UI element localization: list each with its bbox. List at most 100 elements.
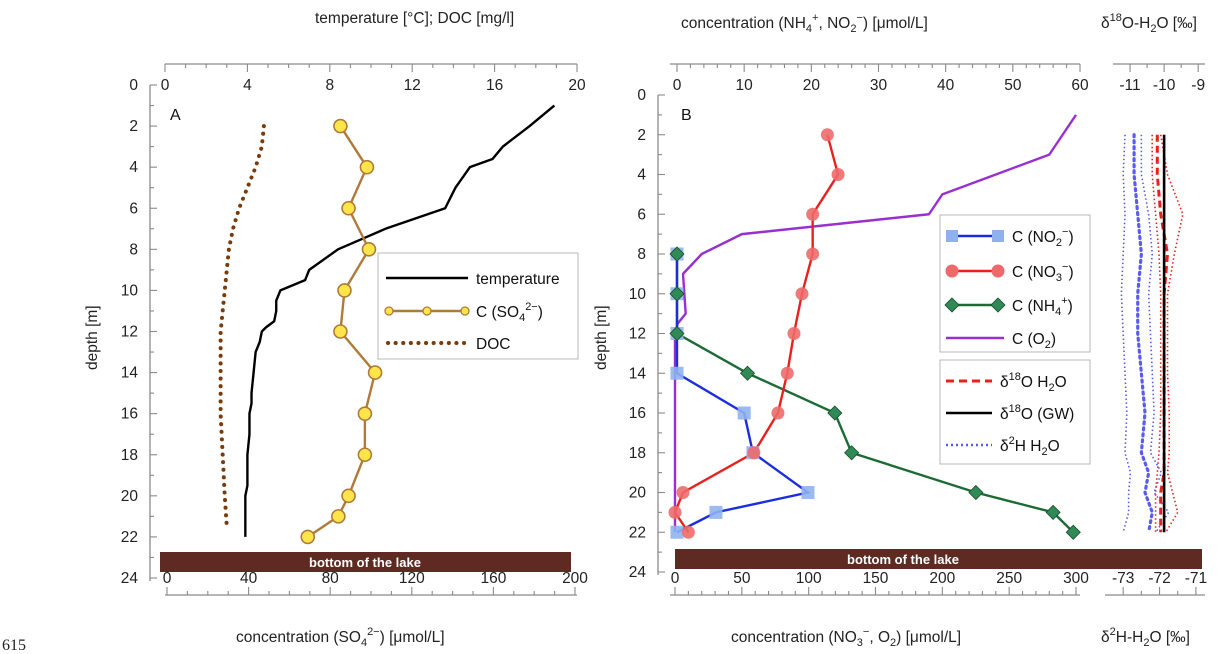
panel-b-top-axis-label: concentration (NH4+, NO2−) [μmol/L] <box>681 12 928 35</box>
nh4-point <box>669 286 685 302</box>
legend-d18o-gw-label: δ18O (GW) <box>1000 403 1074 423</box>
o2-line <box>673 114 1077 533</box>
no3-point <box>787 327 801 340</box>
isotope-bottom-tick-label: -73 <box>1112 570 1134 587</box>
panel-b-bottom-tick-label: 150 <box>863 570 889 587</box>
isotope-top-tick-label: -11 <box>1119 77 1140 94</box>
nh4-point <box>669 325 685 342</box>
nh4-point <box>844 445 860 461</box>
panel-a-bottom-tick-label: 200 <box>562 570 588 587</box>
panel-a-depth-tick-label: 2 <box>129 118 138 135</box>
isotope-bottom-axis-label: δ2H-H2O [‰] <box>1101 626 1190 649</box>
no3-point <box>806 247 820 261</box>
panel-a-bottom-tick-label: 160 <box>480 570 506 587</box>
panel-b-depth-tick-label: 6 <box>637 206 646 223</box>
panel-b-bottom-tick-label: 0 <box>671 570 680 587</box>
so4-point <box>359 159 375 175</box>
legend-so4-marker <box>384 306 394 316</box>
panel-a-top-tick-label: 8 <box>325 77 334 94</box>
panel-a-top-tick-label: 12 <box>404 77 421 94</box>
no3-point <box>676 486 690 499</box>
isotope-series <box>1120 133 1184 534</box>
legend-no2-marker <box>992 230 1004 242</box>
d2h-lower-line <box>1120 134 1132 533</box>
panel-a-depth-tick-label: 6 <box>129 200 138 217</box>
panel-b-depth-tick-label: 10 <box>629 286 647 303</box>
isotope-top-ticks: -11 -10 -9 <box>1119 64 1205 94</box>
no3-point <box>820 128 834 142</box>
nh4-point <box>1065 524 1081 540</box>
legend-no2-marker <box>946 230 958 242</box>
so4-point <box>367 365 383 380</box>
panel-a-depth-tick-label: 4 <box>129 159 138 176</box>
panel-b-bottom-tick-label: 200 <box>929 570 955 587</box>
so4-point <box>357 406 373 421</box>
panel-b-depth-tick-label: 20 <box>629 485 647 502</box>
panel-a-depth-tick-label: 12 <box>121 324 138 341</box>
so4-point <box>341 488 356 504</box>
no3-point <box>747 446 761 460</box>
panel-b-top-tick-label: 60 <box>1071 77 1089 94</box>
isotope-panel: -11 -10 -9 -73 -72 -71 δ18O-H2O [‰] δ2H-H2O … <box>1101 12 1207 649</box>
panel-a-top-tick-label: 16 <box>486 77 503 94</box>
legend-no3-marker <box>991 264 1005 278</box>
panel-b-top-tick-label: 0 <box>673 77 682 94</box>
d2h-mean-line <box>1132 133 1154 534</box>
isotope-top-tick-label: -10 <box>1153 77 1176 94</box>
no3-point <box>780 366 794 380</box>
legend-o2-label: C (O2) <box>1012 331 1056 351</box>
no3-point <box>831 168 845 181</box>
panel-b-letter: B <box>681 107 692 124</box>
no3-point <box>806 207 820 221</box>
panel-b-top-tick-label: 10 <box>736 77 754 94</box>
panel-b-depth-tick-label: 24 <box>629 564 647 581</box>
panel-a-bottom-ticks: 0 40 80 120 160 200 <box>163 570 588 595</box>
legend-no3-marker <box>945 264 959 278</box>
panel-a-depth-tick-label: 24 <box>121 570 139 587</box>
panel-b-bottom-tick-label: 250 <box>996 570 1022 587</box>
panel-b-top-tick-label: 40 <box>937 77 955 94</box>
panel-b-bottom-tick-label: 300 <box>1063 570 1089 587</box>
panel-a-top-ticks: 0 4 8 12 16 20 <box>161 64 586 94</box>
panel-b-top-tick-label: 20 <box>803 77 821 94</box>
so4-point <box>333 324 348 339</box>
so4-point <box>357 447 373 463</box>
nh4-point <box>968 484 984 501</box>
so4-point <box>341 200 356 216</box>
panel-b-top-ticks: 0 10 20 30 40 50 60 <box>673 64 1089 94</box>
panel-a-left-axis-label: depth [m] <box>84 305 101 370</box>
panel-b-bottom-ticks: 0 50 100 150 200 250 300 <box>671 570 1089 595</box>
legend-d2h-h2o-label: δ2H H2O <box>1000 435 1060 458</box>
nh4-point <box>739 365 756 381</box>
no3-point <box>681 525 695 539</box>
panel-b-depth-tick-label: 22 <box>629 524 646 541</box>
panel-a-top-axis-label: temperature [°C]; DOC [mg/l] <box>315 10 514 27</box>
no2-point <box>670 525 684 539</box>
panel-b-depth-tick-label: 0 <box>637 87 646 104</box>
panel-a-legend: temperature C (SO42−) DOC <box>377 252 579 360</box>
doc-line <box>218 124 266 529</box>
isotope-bottom-tick-label: -71 <box>1185 570 1207 587</box>
legend-so4-label: C (SO42−) <box>476 301 543 324</box>
isotope-bottom-tick-label: -72 <box>1148 570 1170 587</box>
legend-nh4-marker <box>944 297 960 313</box>
panel-a-depth-tick-label: 8 <box>129 241 138 258</box>
panel-a-top-tick-label: 0 <box>161 77 170 94</box>
panel-a-lake-bottom-bar <box>160 552 571 572</box>
legend-d18o-h2o-label: δ18O H2O <box>1000 371 1067 394</box>
temperature-line <box>244 104 556 537</box>
d18o-h2o-line <box>1155 134 1170 533</box>
legend-nh4-marker <box>990 297 1006 313</box>
panel-a-top-tick-label: 20 <box>568 77 586 94</box>
panel-a-depth-tick-label: 0 <box>129 77 138 94</box>
panel-b-bottom-tick-label: 100 <box>796 570 822 587</box>
isotope-top-tick-label: -9 <box>1191 77 1205 94</box>
panel-b-top-tick-label: 30 <box>870 77 888 94</box>
no2-point <box>801 486 815 499</box>
isotope-top-axis-label: δ18O-H2O [‰] <box>1101 12 1197 35</box>
